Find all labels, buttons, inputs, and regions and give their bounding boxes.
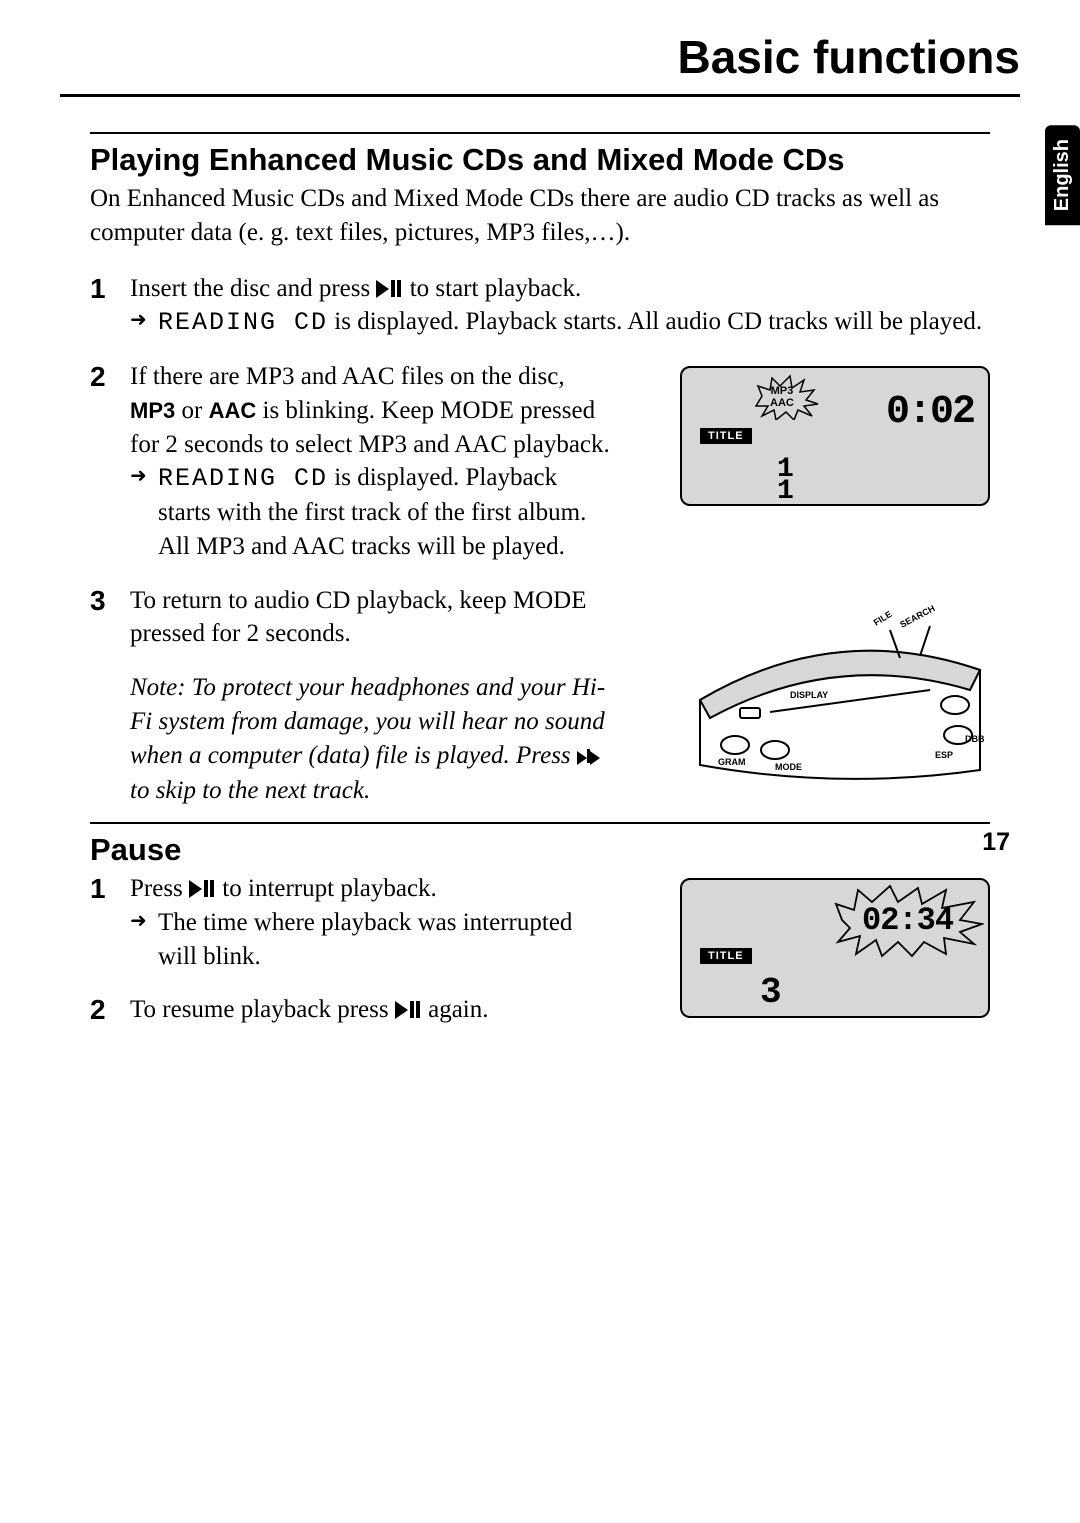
section1-intro: On Enhanced Music CDs and Mixed Mode CDs… (90, 182, 990, 250)
label-esp: ESP (935, 750, 953, 760)
label-mode: MODE (775, 762, 802, 772)
play-icon (376, 280, 389, 298)
page-number: 17 (982, 828, 1010, 857)
step-2: If there are MP3 and AAC files on the di… (90, 360, 610, 564)
label-search: SEARCH (898, 603, 936, 630)
pause-step-1: Press to interrupt playback. The time wh… (90, 872, 610, 973)
section1-title: Playing Enhanced Music CDs and Mixed Mod… (90, 142, 990, 178)
play-icon (395, 1001, 408, 1019)
section2-title: Pause (90, 832, 990, 868)
pause-step-2: To resume playback press again. (90, 993, 610, 1027)
section1-note: Note: To protect your headphones and you… (90, 671, 610, 808)
lcd-pause-time: 02:34 (862, 902, 953, 939)
lcd-track-2: 1 (777, 476, 794, 507)
step2-result: READING CD is displayed. Playback starts… (130, 461, 610, 563)
pause-icon (204, 880, 208, 897)
pause-step1-result: The time where playback was interrupted … (130, 906, 610, 974)
lcd-title-label: TITLE (700, 428, 752, 444)
label-gram: GRAM (718, 757, 746, 767)
lcd-pause-track: 3 (760, 972, 782, 1013)
section-rule-2 (90, 822, 990, 824)
lcd-time: 0:02 (886, 390, 974, 435)
pause-icon (391, 280, 395, 297)
pause-icon (410, 1001, 414, 1018)
page-header: Basic functions (60, 30, 1020, 97)
play-icon (189, 880, 202, 898)
language-tab: English (1045, 125, 1080, 225)
page-title: Basic functions (60, 30, 1020, 84)
step-1: Insert the disc and press to start playb… (90, 272, 990, 341)
figure-device-controls: DISPLAY DBB ESP MODE GRAM FILE SEARCH (680, 590, 990, 790)
label-display: DISPLAY (790, 690, 828, 700)
label-dbb: DBB (965, 734, 985, 744)
section-rule (90, 132, 990, 134)
figure-lcd-mp3: MP3 AAC 0:02 TITLE 1 1 (680, 366, 990, 506)
next-track-icon (577, 741, 600, 775)
step-3: To return to audio CD playback, keep MOD… (90, 584, 610, 652)
figure-lcd-pause: 02:34 TITLE 3 (680, 878, 990, 1018)
lcd-pause-title-label: TITLE (700, 948, 752, 964)
step1-result: READING CD is displayed. Playback starts… (130, 305, 990, 340)
label-file: FILE (872, 608, 894, 627)
